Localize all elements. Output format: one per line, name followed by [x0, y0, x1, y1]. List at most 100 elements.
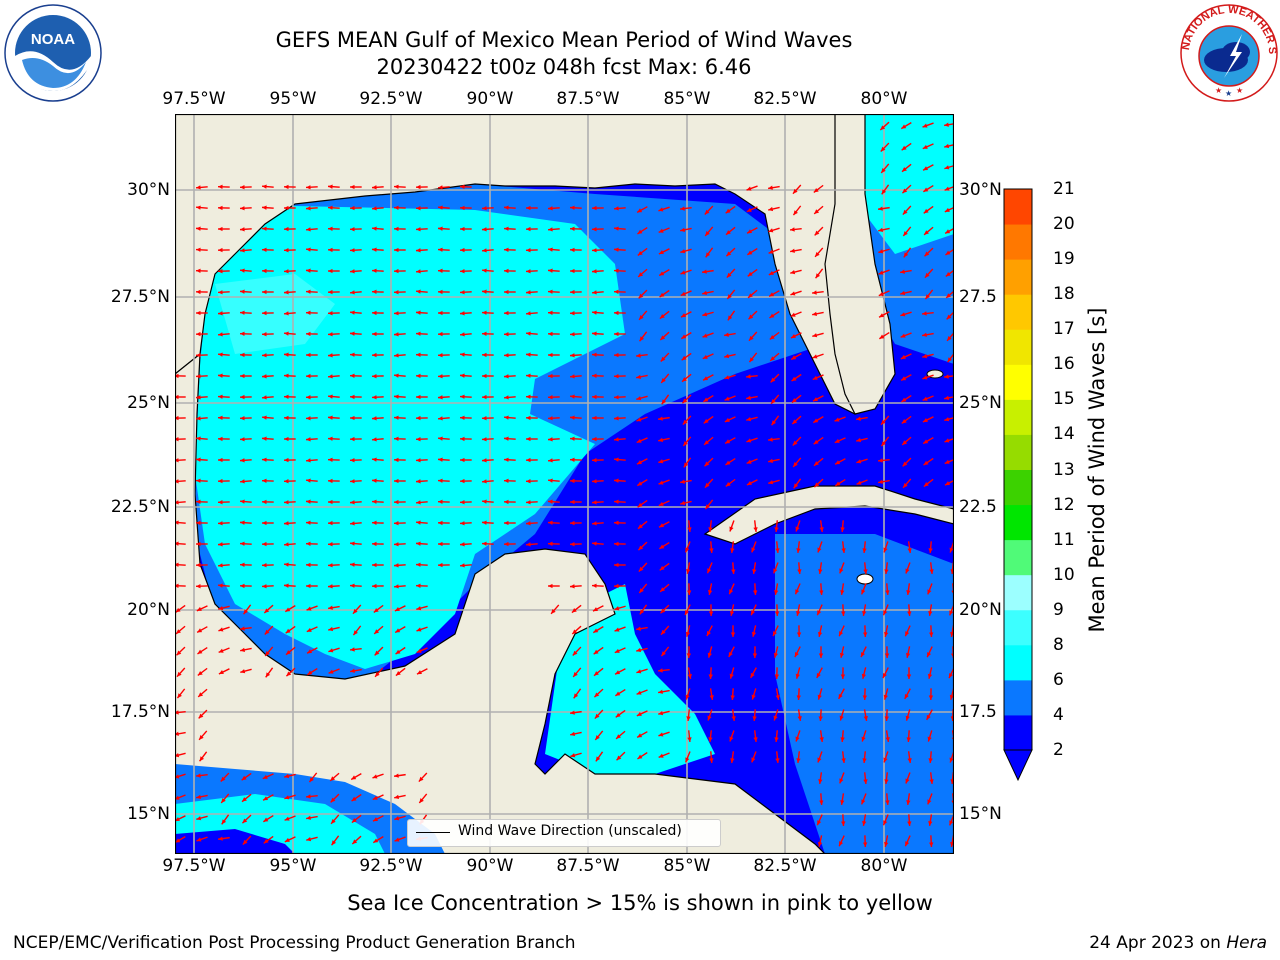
wind-wave-arrowhead — [594, 713, 600, 719]
wind-wave-arrowhead — [885, 800, 890, 805]
wind-wave-arrowhead — [504, 395, 509, 400]
wind-wave-arrowhead — [394, 607, 400, 611]
wind-wave-arrowhead — [482, 248, 487, 253]
wind-wave-arrowhead — [353, 630, 358, 636]
wind-wave-arrowhead — [438, 247, 443, 252]
wind-wave-arrowhead — [196, 205, 201, 210]
wind-wave-arrowhead — [372, 226, 377, 231]
colorbar-tick-label: 10 — [1053, 564, 1075, 585]
wind-wave-arrowhead — [350, 415, 355, 421]
wind-wave-arrowhead — [284, 205, 289, 211]
wind-wave-arrowhead — [907, 548, 912, 553]
wind-wave-arrowhead — [350, 290, 355, 295]
wind-wave-arrowhead — [945, 271, 951, 277]
wind-wave-arrowhead — [863, 779, 868, 784]
wind-wave-arrowhead — [265, 651, 270, 656]
wind-wave-arrowhead — [372, 541, 377, 547]
wind-wave-arrowhead — [482, 415, 487, 421]
wind-wave-arrowhead — [636, 396, 642, 401]
wind-wave-arrowhead — [416, 583, 421, 589]
wind-wave-arrowhead — [284, 394, 289, 400]
wind-wave-arrowhead — [748, 293, 753, 298]
wind-wave-arrowhead — [482, 541, 487, 546]
wind-wave-arrowhead — [790, 312, 796, 317]
wind-wave-arrowhead — [438, 268, 443, 274]
wind-wave-arrowhead — [639, 336, 645, 342]
wind-wave-arrowhead — [815, 251, 820, 257]
wind-wave-arrowhead — [240, 310, 245, 315]
wind-wave-arrowhead — [570, 415, 575, 420]
wind-wave-arrowhead — [856, 459, 862, 464]
wind-wave-arrowhead — [708, 737, 713, 742]
wind-wave-arrowhead — [175, 583, 179, 589]
wind-wave-arrowhead — [350, 583, 355, 588]
lat-label-right: 22.5 — [959, 497, 997, 517]
wind-wave-arrowhead — [730, 695, 735, 700]
wind-wave-arrowhead — [687, 674, 692, 679]
wind-wave-arrowhead — [262, 395, 267, 400]
wind-wave-arrowhead — [438, 395, 443, 400]
wind-wave-arrowhead — [949, 547, 954, 553]
wind-wave-arrowhead — [768, 437, 773, 442]
wind-wave-arrowhead — [818, 779, 823, 784]
wind-wave-arrowhead — [504, 478, 509, 484]
lat-label-left: 27.5°N — [110, 287, 170, 307]
colorbar-tick-label: 20 — [1053, 214, 1075, 235]
wind-wave-arrowhead — [726, 272, 732, 278]
wind-wave-arrowhead — [306, 394, 311, 400]
wind-wave-arrowhead — [703, 397, 709, 402]
wind-wave-arrowhead — [638, 272, 644, 277]
wind-wave-arrowhead — [372, 437, 377, 442]
wind-wave-arrowhead — [263, 838, 269, 844]
wind-wave-arrowhead — [196, 310, 201, 316]
wind-wave-arrowhead — [482, 331, 487, 337]
wind-wave-arrowhead — [351, 796, 357, 802]
wind-wave-arrowhead — [746, 186, 752, 191]
wind-wave-arrowhead — [947, 357, 953, 363]
wind-wave-arrowhead — [900, 312, 906, 317]
wind-wave-arrowhead — [687, 527, 692, 532]
wind-wave-arrowhead — [416, 352, 421, 358]
wind-wave-arrowhead — [659, 292, 665, 298]
wind-wave-arrowhead — [682, 398, 688, 404]
wind-wave-arrowhead — [592, 436, 597, 442]
wind-wave-arrowhead — [658, 437, 664, 443]
wind-wave-arrowhead — [819, 590, 824, 595]
wind-wave-arrowhead — [284, 290, 289, 295]
wind-wave-arrowhead — [592, 226, 597, 232]
wind-wave-arrowhead — [637, 481, 643, 486]
wind-wave-arrowhead — [639, 314, 644, 320]
wind-wave-arrowhead — [614, 457, 619, 462]
wind-wave-arrowhead — [592, 310, 597, 315]
wind-wave-arrowhead — [592, 583, 597, 588]
wind-wave-arrowhead — [328, 289, 333, 295]
wind-wave-arrowhead — [725, 439, 731, 444]
wind-wave-arrowhead — [724, 375, 730, 380]
lon-label-top: 80°W — [860, 89, 908, 109]
wind-wave-arrowhead — [773, 652, 779, 658]
wind-wave-arrowhead — [482, 458, 487, 463]
wind-wave-arrowhead — [175, 415, 179, 421]
wind-wave-arrowhead — [881, 189, 887, 195]
wind-wave-arrowhead — [729, 589, 734, 595]
wind-wave-arrowhead — [770, 377, 776, 383]
wind-wave-arrowhead — [927, 799, 932, 805]
wind-wave-arrowhead — [242, 839, 248, 845]
wind-wave-arrowhead — [885, 590, 890, 595]
wind-wave-arrowhead — [752, 653, 758, 658]
wind-wave-arrowhead — [218, 605, 224, 611]
svg-text:★: ★ — [1225, 89, 1232, 98]
wind-wave-arrowhead — [395, 671, 401, 676]
wind-wave-arrowhead — [753, 737, 758, 742]
lat-label-left: 30°N — [127, 180, 170, 200]
wind-wave-arrowhead — [840, 527, 845, 532]
wind-wave-arrowhead — [774, 737, 779, 742]
wind-wave-arrowhead — [460, 268, 465, 274]
wind-wave-arrowhead — [350, 269, 355, 274]
wind-wave-arrowhead — [265, 672, 271, 678]
wind-wave-arrowhead — [614, 541, 619, 547]
noaa-logo: NOAA — [4, 4, 102, 102]
wind-wave-arrowhead — [416, 415, 421, 421]
wind-wave-arrowhead — [637, 250, 643, 256]
wind-wave-arrowhead — [922, 332, 927, 337]
